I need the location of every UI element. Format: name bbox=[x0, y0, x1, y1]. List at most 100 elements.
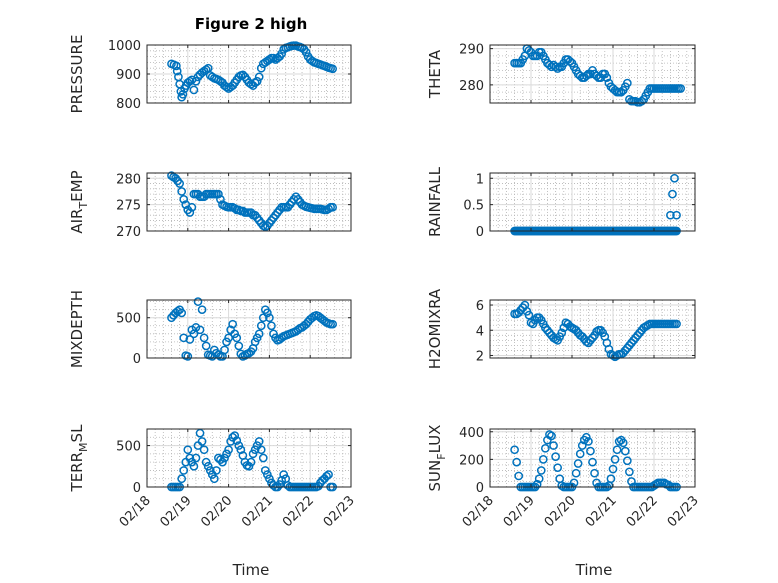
axis-frame bbox=[489, 299, 696, 359]
data-point bbox=[668, 189, 677, 199]
data-point bbox=[524, 46, 534, 55]
y-tick-label: 1 bbox=[476, 172, 484, 187]
data-point bbox=[602, 73, 612, 82]
y-axis-label-mixdepth: MIXDEPTH bbox=[68, 290, 86, 368]
data-point bbox=[277, 49, 286, 59]
y-tick-label: 800 bbox=[116, 97, 141, 112]
data-point bbox=[565, 56, 575, 66]
data-point bbox=[236, 445, 246, 455]
data-point bbox=[510, 445, 519, 455]
data-point bbox=[547, 431, 556, 441]
data-point bbox=[216, 195, 225, 204]
data-point bbox=[557, 481, 567, 490]
data-point bbox=[232, 436, 242, 445]
data-point bbox=[623, 456, 632, 466]
data-point bbox=[216, 455, 225, 465]
data-point bbox=[224, 333, 233, 343]
data-point bbox=[666, 210, 675, 220]
data-point bbox=[185, 453, 195, 463]
data-point bbox=[586, 446, 595, 456]
y-tick-label: 280 bbox=[459, 79, 484, 94]
data-point bbox=[220, 345, 229, 355]
y-tick-label: 290 bbox=[459, 43, 484, 58]
y-tick-label: 200 bbox=[459, 453, 484, 468]
data-point bbox=[189, 461, 199, 471]
data-point bbox=[269, 53, 278, 63]
data-point bbox=[328, 64, 337, 74]
data-point bbox=[199, 333, 209, 343]
data-point bbox=[203, 461, 213, 471]
data-point bbox=[551, 452, 560, 461]
data-point bbox=[226, 437, 235, 446]
data-point bbox=[551, 62, 560, 72]
data-point bbox=[514, 471, 524, 481]
y-axis-label-pressure: PRESSURE bbox=[68, 35, 86, 114]
y-tick-label: 0 bbox=[133, 481, 141, 496]
data-point bbox=[553, 64, 563, 73]
data-point bbox=[248, 449, 258, 459]
data-point bbox=[252, 76, 262, 86]
axis-frame bbox=[489, 172, 696, 232]
data-point bbox=[538, 455, 548, 464]
y-axis-label-rainfall: RAINFALL bbox=[426, 166, 444, 237]
data-point bbox=[177, 187, 187, 196]
data-point bbox=[193, 297, 203, 306]
data-point bbox=[625, 467, 634, 477]
data-point bbox=[265, 474, 274, 484]
panel-theta: 280 290 THETA bbox=[426, 43, 696, 107]
data-point bbox=[676, 84, 686, 93]
data-point bbox=[209, 474, 219, 484]
data-point bbox=[254, 437, 264, 446]
y-axis-label-terr_msl: TERRMSL bbox=[68, 424, 90, 493]
data-point bbox=[234, 72, 244, 82]
plot-area-h2omixra bbox=[489, 299, 696, 359]
y-tick-label: 0.5 bbox=[463, 199, 484, 214]
data-point bbox=[588, 457, 597, 467]
data-point bbox=[582, 432, 591, 442]
y-tick-label: 0 bbox=[133, 352, 141, 367]
data-point bbox=[185, 208, 195, 217]
data-point bbox=[324, 204, 333, 214]
panel-rainfall: 0 0.5 1 RAINFALL bbox=[426, 166, 696, 240]
data-point bbox=[263, 308, 272, 318]
panel-mixdepth: 0 500 MIXDEPTH bbox=[68, 290, 352, 368]
data-point bbox=[173, 306, 182, 316]
y-axis-label-air_temp: AIRTEMP bbox=[68, 170, 90, 233]
data-point bbox=[197, 437, 207, 446]
axis-frame bbox=[146, 428, 352, 488]
data-point bbox=[175, 179, 184, 188]
data-point bbox=[185, 76, 195, 86]
data-point bbox=[201, 457, 211, 467]
panel-h2omixra: 2 4 6 H2OMIXRA bbox=[426, 288, 696, 369]
y-tick-label: 270 bbox=[116, 225, 141, 240]
y-tick-label: 6 bbox=[476, 299, 484, 314]
data-point bbox=[557, 328, 567, 338]
y-tick-label: 500 bbox=[116, 312, 141, 327]
data-point bbox=[234, 441, 244, 450]
data-point bbox=[569, 478, 579, 488]
x-axis-label-left: Time bbox=[232, 561, 270, 579]
data-point bbox=[183, 445, 193, 455]
data-point bbox=[201, 341, 211, 351]
y-tick-label: 0 bbox=[476, 481, 484, 496]
y-axis-label-h2omixra: H2OMIXRA bbox=[426, 288, 444, 369]
y-tick-label: 500 bbox=[116, 440, 141, 455]
data-point bbox=[616, 87, 626, 97]
data-point bbox=[201, 65, 211, 75]
data-point bbox=[545, 430, 554, 439]
data-point bbox=[322, 471, 331, 481]
data-point bbox=[244, 461, 254, 471]
y-tick-label: 0 bbox=[476, 225, 484, 240]
data-point bbox=[224, 445, 233, 455]
data-point bbox=[179, 466, 189, 475]
data-point bbox=[222, 82, 231, 92]
plot-area-rainfall bbox=[489, 172, 696, 232]
data-point bbox=[618, 438, 628, 448]
data-point bbox=[234, 341, 244, 351]
data-point bbox=[623, 78, 632, 88]
data-point bbox=[672, 319, 681, 329]
data-point bbox=[301, 47, 311, 57]
axis-frame bbox=[489, 428, 696, 488]
